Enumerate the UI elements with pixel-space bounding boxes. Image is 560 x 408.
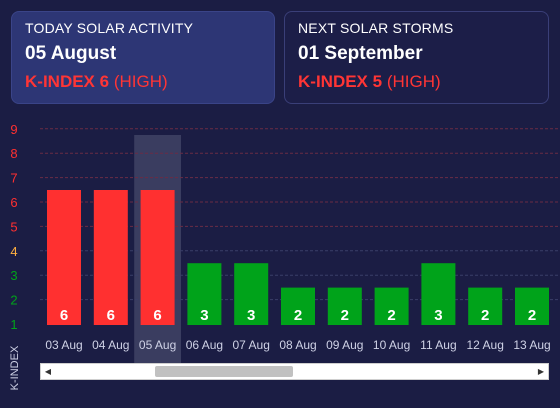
triangle-right-icon: ▶: [537, 367, 545, 376]
today-kindex-line: K-INDEX 6 (HIGH): [25, 71, 261, 93]
today-activity-date: 05 August: [25, 43, 117, 64]
bar-value-label: 6: [107, 307, 115, 324]
next-kindex-level: (HIGH): [386, 72, 441, 91]
bar: [234, 263, 269, 325]
y-tick-label: 4: [10, 244, 17, 259]
bar-value-label: 2: [528, 307, 536, 324]
bar-value-label: 2: [294, 307, 302, 324]
y-tick-label: 6: [10, 195, 17, 210]
x-tick-label: 04 Aug: [92, 338, 129, 352]
bar-value-label: 6: [153, 307, 161, 324]
bar: [421, 263, 456, 325]
y-tick-label: 7: [10, 171, 17, 186]
bar-value-label: 6: [60, 307, 68, 324]
triangle-left-icon: ◀: [44, 367, 52, 376]
today-kindex-value: K-INDEX 6: [25, 72, 110, 91]
bar: [468, 287, 503, 325]
x-tick-label: 11 Aug: [420, 338, 456, 352]
bar-value-label: 3: [200, 307, 208, 324]
chart-scrollbar[interactable]: ◀ ▶: [40, 363, 549, 380]
x-tick-label: 13 Aug: [513, 338, 550, 352]
y-tick-label: 2: [10, 293, 17, 308]
bar-value-label: 2: [387, 307, 395, 324]
bar: [327, 287, 362, 325]
bar-value-label: 3: [434, 307, 442, 324]
bar: [140, 190, 175, 325]
bar-value-label: 2: [341, 307, 349, 324]
y-tick-label: 5: [10, 219, 17, 234]
x-tick-label: 09 Aug: [326, 338, 363, 352]
y-tick-label: 3: [10, 268, 17, 283]
y-axis-title: K-INDEX: [9, 345, 21, 390]
x-tick-label: 03 Aug: [45, 338, 82, 352]
x-tick-label: 07 Aug: [233, 338, 270, 352]
scroll-right-button[interactable]: ▶: [534, 364, 548, 379]
next-storms-heading: NEXT SOLAR STORMS: [298, 20, 454, 36]
bar: [374, 287, 409, 325]
today-activity-heading: TODAY SOLAR ACTIVITY: [25, 20, 194, 36]
today-activity-card: TODAY SOLAR ACTIVITY 05 August K-INDEX 6…: [11, 11, 275, 104]
bar: [187, 263, 222, 325]
x-tick-label: 08 Aug: [279, 338, 316, 352]
x-tick-label: 10 Aug: [373, 338, 410, 352]
bar: [515, 287, 549, 325]
kindex-bar-chart: 1 2 3 4 5 6 7 8 9 K-INDEX 6 03 Aug 6 04 Aug 6 05 Aug 3 06…: [0, 120, 560, 408]
x-tick-label: 12 Aug: [467, 338, 504, 352]
scroll-left-button[interactable]: ◀: [41, 364, 55, 379]
bar: [93, 190, 128, 325]
y-tick-label: 1: [10, 317, 17, 332]
bar-value-label: 2: [481, 307, 489, 324]
bar: [47, 190, 81, 325]
scroll-thumb[interactable]: [155, 366, 293, 377]
next-storms-date: 01 September: [298, 43, 423, 64]
y-tick-label: 8: [10, 146, 17, 161]
bar: [281, 287, 315, 325]
x-tick-label: 05 Aug: [139, 338, 176, 352]
next-kindex-value: K-INDEX 5: [298, 72, 383, 91]
bar-value-label: 3: [247, 307, 255, 324]
today-kindex-level: (HIGH): [113, 72, 168, 91]
x-tick-label: 06 Aug: [186, 338, 223, 352]
next-storms-card: NEXT SOLAR STORMS 01 September K-INDEX 5…: [284, 11, 549, 104]
next-kindex-line: K-INDEX 5 (HIGH): [298, 71, 535, 93]
kindex-chart-svg: 1 2 3 4 5 6 7 8 9 K-INDEX 6 03 Aug 6 04 Aug 6 05 Aug 3 06…: [9, 122, 560, 390]
y-tick-label: 9: [10, 122, 17, 137]
